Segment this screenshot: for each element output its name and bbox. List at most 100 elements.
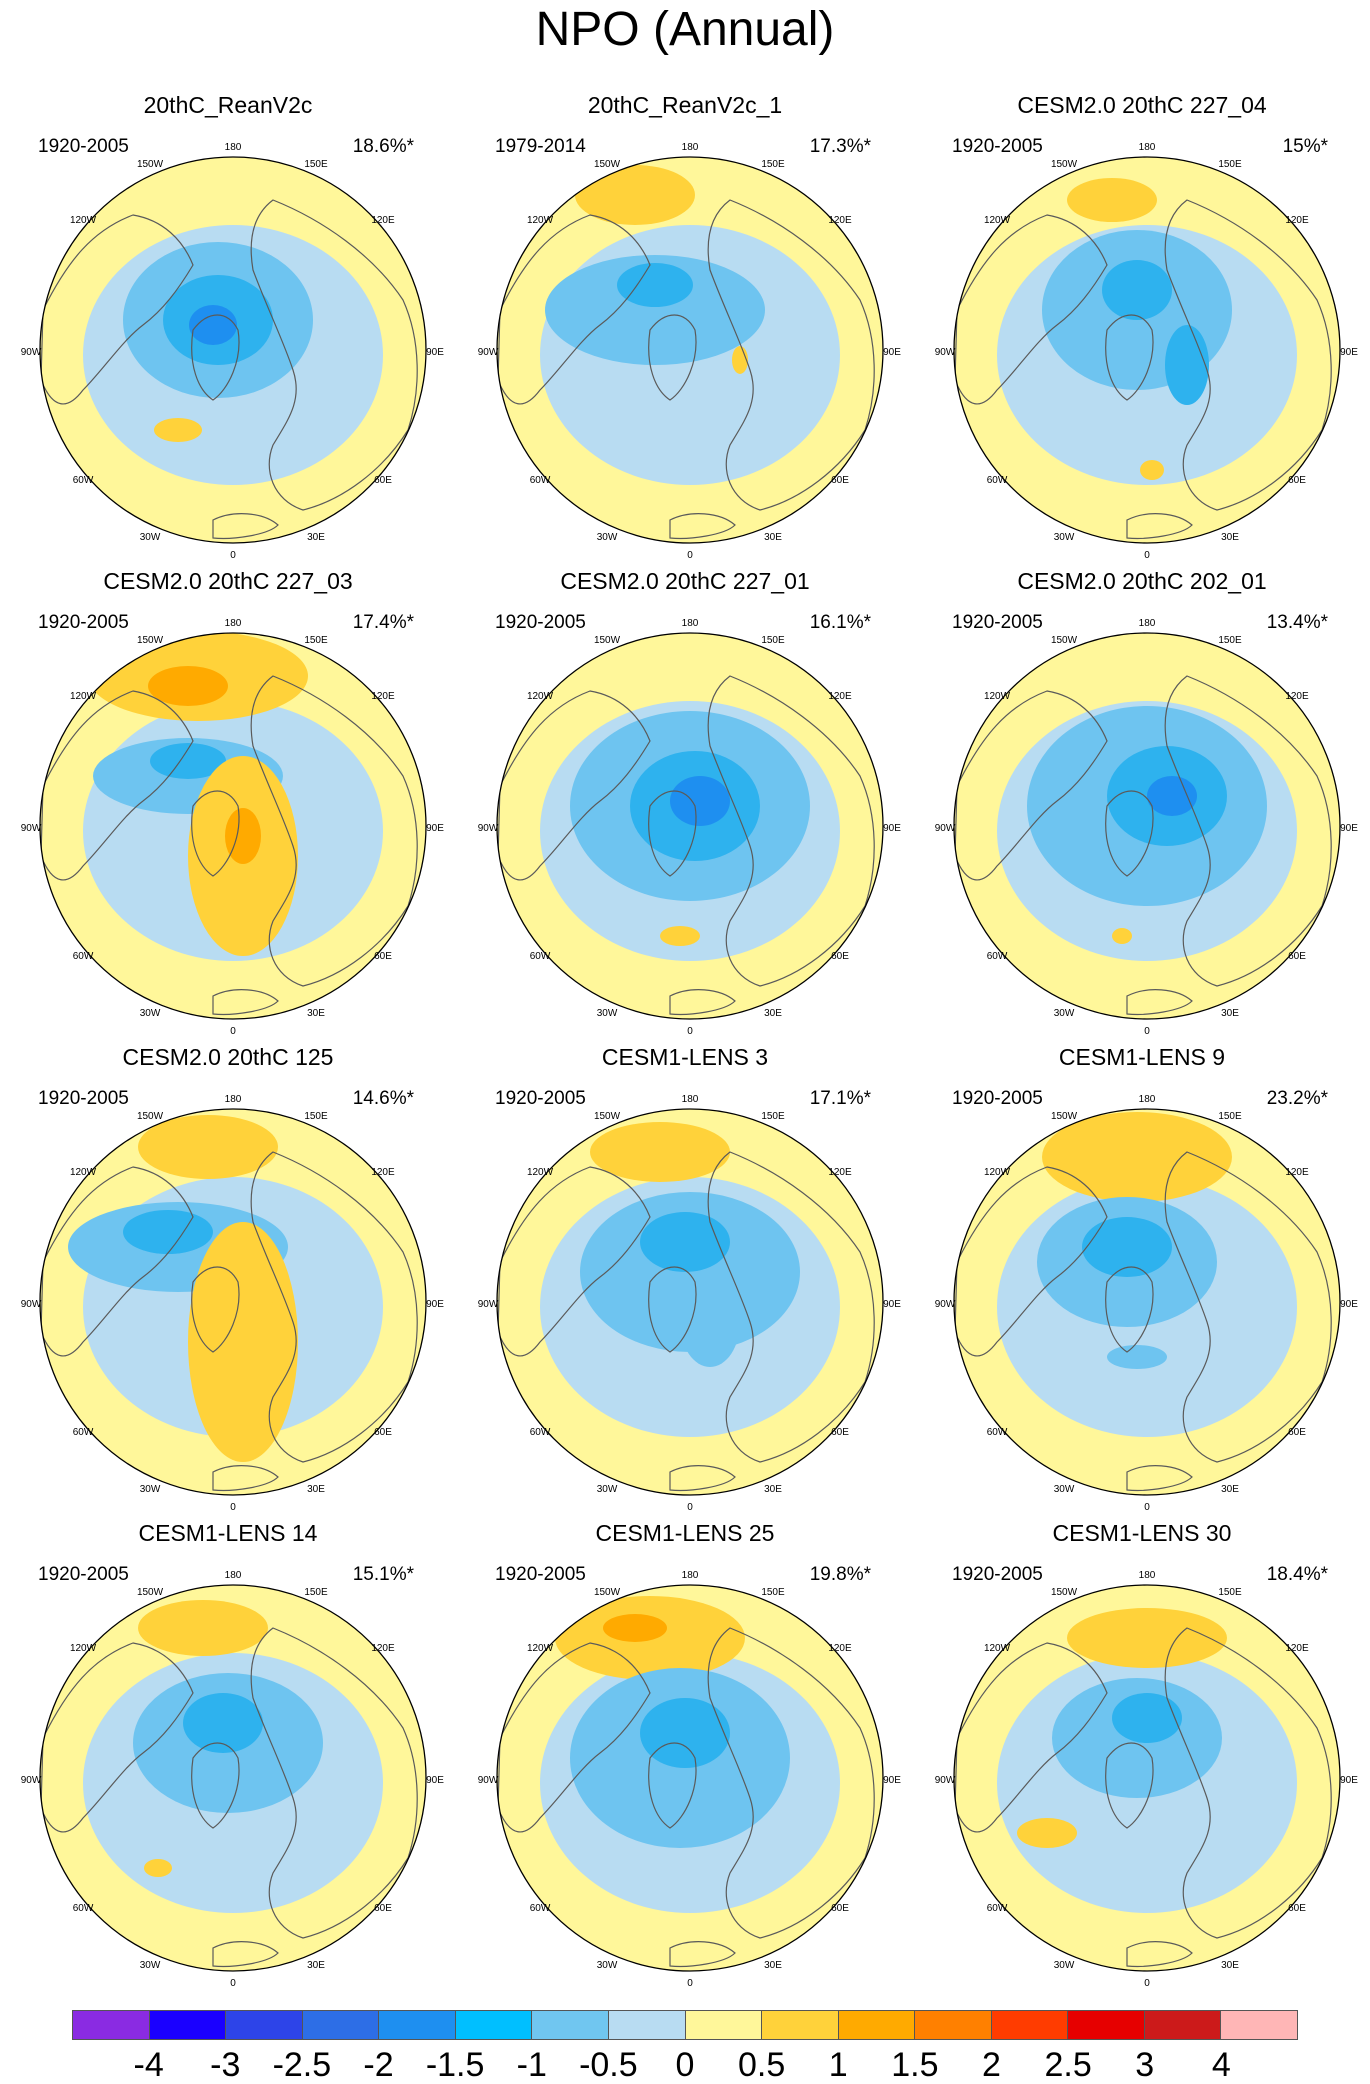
longitude-label: 180 xyxy=(225,1570,242,1581)
panel-title: CESM2.0 20thC 227_03 xyxy=(103,568,353,594)
anomaly-region xyxy=(1107,1345,1167,1369)
variance-label: 17.4%* xyxy=(352,612,414,633)
longitude-label: 120E xyxy=(1285,1643,1309,1654)
coastline xyxy=(1164,1627,1332,1939)
longitude-label: 30W xyxy=(1054,1484,1075,1495)
coastline xyxy=(648,1266,697,1353)
colorbar-label: -3 xyxy=(210,2046,241,2084)
longitude-label: 90W xyxy=(478,823,499,834)
page-title: NPO (Annual) xyxy=(535,3,835,56)
longitude-label: 150W xyxy=(137,1587,164,1598)
longitude-label: 150W xyxy=(137,635,164,646)
colorbar-swatch xyxy=(532,2011,609,2039)
longitude-label: 150E xyxy=(304,159,328,170)
longitude-label: 90E xyxy=(1340,347,1358,358)
longitude-label: 150E xyxy=(1218,635,1242,646)
coastline xyxy=(669,989,736,1016)
period-label: 1920-2005 xyxy=(952,136,1043,157)
map-panel: 180 150W 150E 120W 120E 90W 90E 60W 60E 30W 30E 0 CE… xyxy=(457,952,913,1513)
longitude-label: 30W xyxy=(1054,1960,1075,1971)
longitude-label: 30E xyxy=(307,1008,325,1019)
longitude-label: 30E xyxy=(307,1484,325,1495)
map-panel: 180 150W 150E 120W 120E 90W 90E 60W 60E 30W 30E 0 CE… xyxy=(0,1428,456,1989)
colorbar-swatch xyxy=(455,2011,533,2039)
anomaly-region xyxy=(138,1115,278,1179)
anomaly-region xyxy=(1165,325,1209,405)
colorbar-swatch xyxy=(915,2011,992,2039)
longitude-label: 120E xyxy=(1285,1167,1309,1178)
longitude-label: 120W xyxy=(70,691,97,702)
anomaly-region xyxy=(732,346,748,374)
anomaly-region xyxy=(1102,260,1172,320)
longitude-label: 30W xyxy=(140,1960,161,1971)
period-label: 1920-2005 xyxy=(952,1564,1043,1585)
coastline xyxy=(212,513,279,540)
anomaly-region xyxy=(1140,460,1164,480)
map-panel: 180 150W 150E 120W 120E 90W 90E 60W 60E 30W 30E 0 20… xyxy=(0,0,456,561)
longitude-label: 180 xyxy=(1139,1570,1156,1581)
longitude-label: 150E xyxy=(304,1111,328,1122)
longitude-label: 90E xyxy=(883,1775,901,1786)
panel-title: CESM1-LENS 9 xyxy=(1058,1044,1226,1070)
panel-title: CESM2.0 20thC 227_04 xyxy=(1017,92,1267,118)
longitude-label: 30E xyxy=(1221,1008,1239,1019)
longitude-label: 30W xyxy=(1054,1008,1075,1019)
period-label: 1920-2005 xyxy=(38,1564,129,1585)
period-label: 1979-2014 xyxy=(495,136,586,157)
coastline xyxy=(707,1151,875,1463)
longitude-label: 120E xyxy=(1285,691,1309,702)
longitude-label: 180 xyxy=(682,618,699,629)
anomaly-region xyxy=(545,255,765,365)
map-panel: 180 150W 150E 120W 120E 90W 90E 60W 60E 30W 30E 0 CE… xyxy=(914,1428,1370,1989)
coastline xyxy=(250,675,418,987)
longitude-label: 60E xyxy=(831,1427,849,1438)
coastline xyxy=(497,214,651,405)
coastline xyxy=(250,1627,418,1939)
colorbar-label: 1.5 xyxy=(891,2046,939,2084)
longitude-label: 60E xyxy=(374,1903,392,1914)
anomaly-region xyxy=(575,165,695,225)
longitude-label: 150E xyxy=(304,1587,328,1598)
polar-map: 180 150W 150E 120W 120E 90W 90E 60W 60E 30W 30E 0 xyxy=(21,1570,445,1989)
longitude-label: 30W xyxy=(140,532,161,543)
coastline xyxy=(40,1642,194,1833)
variance-label: 17.3%* xyxy=(809,136,871,157)
longitude-label: 60W xyxy=(987,475,1008,486)
longitude-label: 120E xyxy=(828,691,852,702)
anomaly-region xyxy=(148,666,228,706)
longitude-label: 90W xyxy=(478,1775,499,1786)
longitude-label: 150E xyxy=(761,635,785,646)
map-border xyxy=(496,1108,884,1496)
longitude-label: 150W xyxy=(594,1111,621,1122)
map-border xyxy=(953,1584,1341,1972)
longitude-label: 150E xyxy=(1218,1111,1242,1122)
longitude-label: 120E xyxy=(371,691,395,702)
longitude-label: 90W xyxy=(478,347,499,358)
longitude-label: 150W xyxy=(594,635,621,646)
polar-map: 180 150W 150E 120W 120E 90W 90E 60W 60E 30W 30E 0 xyxy=(21,618,445,1037)
longitude-label: 30W xyxy=(1054,532,1075,543)
variance-label: 19.8%* xyxy=(809,1564,871,1585)
longitude-label: 90E xyxy=(1340,1775,1358,1786)
longitude-label: 90W xyxy=(478,1299,499,1310)
period-label: 1920-2005 xyxy=(38,1088,129,1109)
coastline xyxy=(191,314,240,401)
coastline xyxy=(648,790,697,877)
longitude-label: 180 xyxy=(1139,1094,1156,1105)
longitude-label: 180 xyxy=(682,142,699,153)
longitude-label: 30E xyxy=(1221,532,1239,543)
colorbar-label: 1 xyxy=(828,2046,848,2084)
coastline xyxy=(707,675,875,987)
longitude-label: 30E xyxy=(764,1484,782,1495)
anomaly-region xyxy=(1067,1608,1227,1668)
variance-label: 23.2%* xyxy=(1266,1088,1328,1109)
variance-label: 15%* xyxy=(1282,136,1328,157)
panel-title: CESM2.0 20thC 125 xyxy=(122,1044,334,1070)
panel-title: CESM1-LENS 14 xyxy=(138,1520,318,1546)
longitude-label: 120W xyxy=(984,691,1011,702)
longitude-label: 60E xyxy=(831,951,849,962)
colorbar-label: -4 xyxy=(133,2046,164,2084)
colorbar-label: -0.5 xyxy=(579,2046,638,2084)
anomaly-region xyxy=(640,1698,730,1768)
panel-title: CESM2.0 20thC 227_01 xyxy=(560,568,810,594)
